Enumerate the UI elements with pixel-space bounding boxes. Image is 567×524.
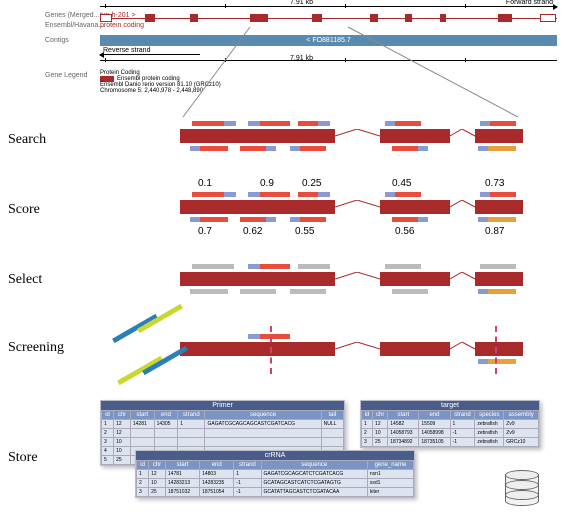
score-value: 0.55 bbox=[295, 226, 314, 237]
step-screening-label: Screening bbox=[8, 340, 64, 356]
screening-panel bbox=[170, 318, 537, 383]
database-icon bbox=[505, 470, 539, 510]
exon-block bbox=[475, 129, 523, 143]
exon-block bbox=[180, 129, 335, 143]
zoom-lines bbox=[0, 0, 567, 130]
score-value: 0.1 bbox=[198, 178, 212, 189]
step-search-label: Search bbox=[8, 132, 46, 148]
table-title: crRNA bbox=[136, 451, 414, 460]
table-title: Primer bbox=[101, 401, 344, 410]
step-select-label: Select bbox=[8, 272, 42, 288]
target-table: target idchrstartendstrandspeciesassembl… bbox=[360, 400, 540, 448]
score-value: 0.45 bbox=[392, 178, 411, 189]
score-value: 0.73 bbox=[485, 178, 504, 189]
select-panel bbox=[170, 258, 537, 303]
score-value: 0.9 bbox=[260, 178, 274, 189]
step-score-label: Score bbox=[8, 202, 40, 218]
crrna-table: crRNA idchrstartendstrandsequencegene_na… bbox=[135, 450, 415, 498]
score-value: 0.56 bbox=[395, 226, 414, 237]
score-value: 0.87 bbox=[485, 226, 504, 237]
score-value: 0.25 bbox=[302, 178, 321, 189]
table-title: target bbox=[361, 401, 539, 410]
search-panel bbox=[170, 115, 537, 163]
score-panel: 0.1 0.9 0.25 0.45 0.73 0.7 0.62 0.55 0.5… bbox=[170, 175, 537, 245]
step-store-label: Store bbox=[8, 450, 38, 466]
exon-block bbox=[380, 129, 450, 143]
score-value: 0.62 bbox=[243, 226, 262, 237]
score-value: 0.7 bbox=[198, 226, 212, 237]
